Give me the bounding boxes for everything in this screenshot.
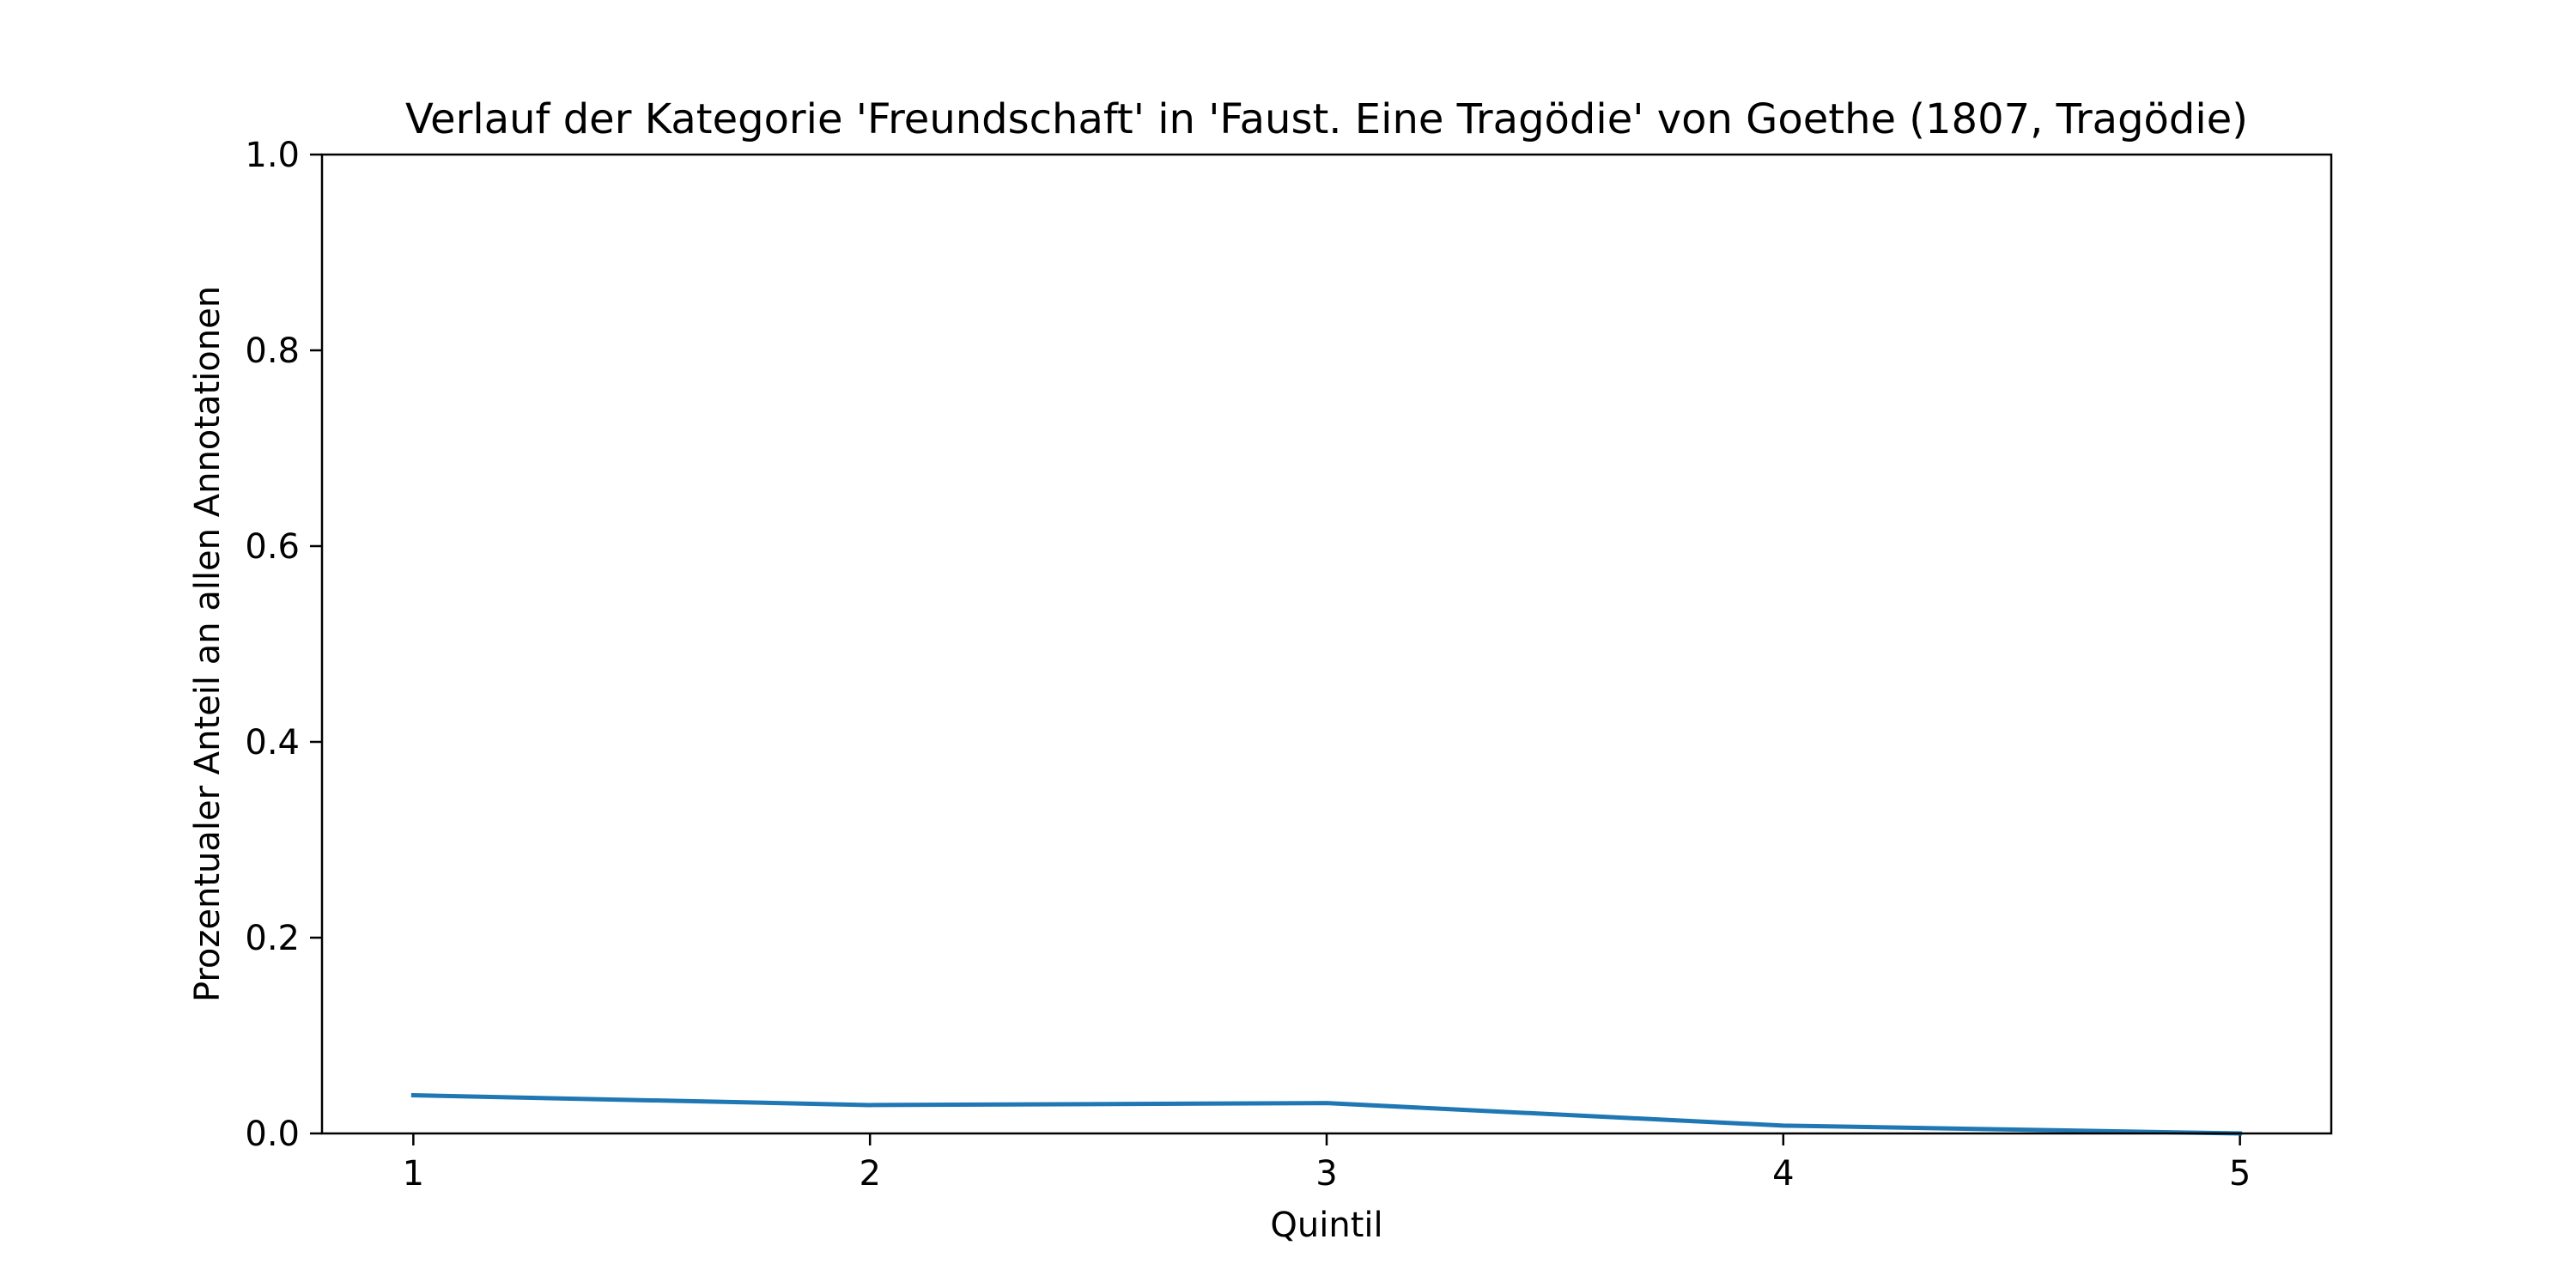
y-tick-label: 0.0 [245,1115,300,1154]
y-tick-label: 0.6 [245,527,300,567]
plot-frame [320,153,2333,1135]
y-tick-label: 1.0 [245,136,300,175]
chart-title: Verlauf der Kategorie 'Freundschaft' in … [405,95,2248,143]
x-tick-label: 4 [1772,1154,1794,1194]
y-tick-label: 0.2 [245,919,300,958]
series-layer [410,1092,2243,1136]
x-tick-label: 5 [2229,1154,2251,1194]
y-tick-label: 0.8 [245,331,300,371]
x-tick-label: 1 [403,1154,424,1194]
y-tick-label: 0.4 [245,723,300,762]
x-axis-label: Quintil [1270,1206,1382,1245]
y-axis-ticks: 0.0 0.2 0.4 0.6 0.8 1.0 [245,136,322,1154]
series-line [410,1092,2243,1136]
x-axis-ticks: 1 2 3 4 5 [403,1133,2251,1194]
y-axis-label: Prozentualer Anteil an allen Annotatione… [188,286,228,1002]
x-tick-label: 3 [1315,1154,1337,1194]
x-tick-label: 2 [859,1154,880,1194]
